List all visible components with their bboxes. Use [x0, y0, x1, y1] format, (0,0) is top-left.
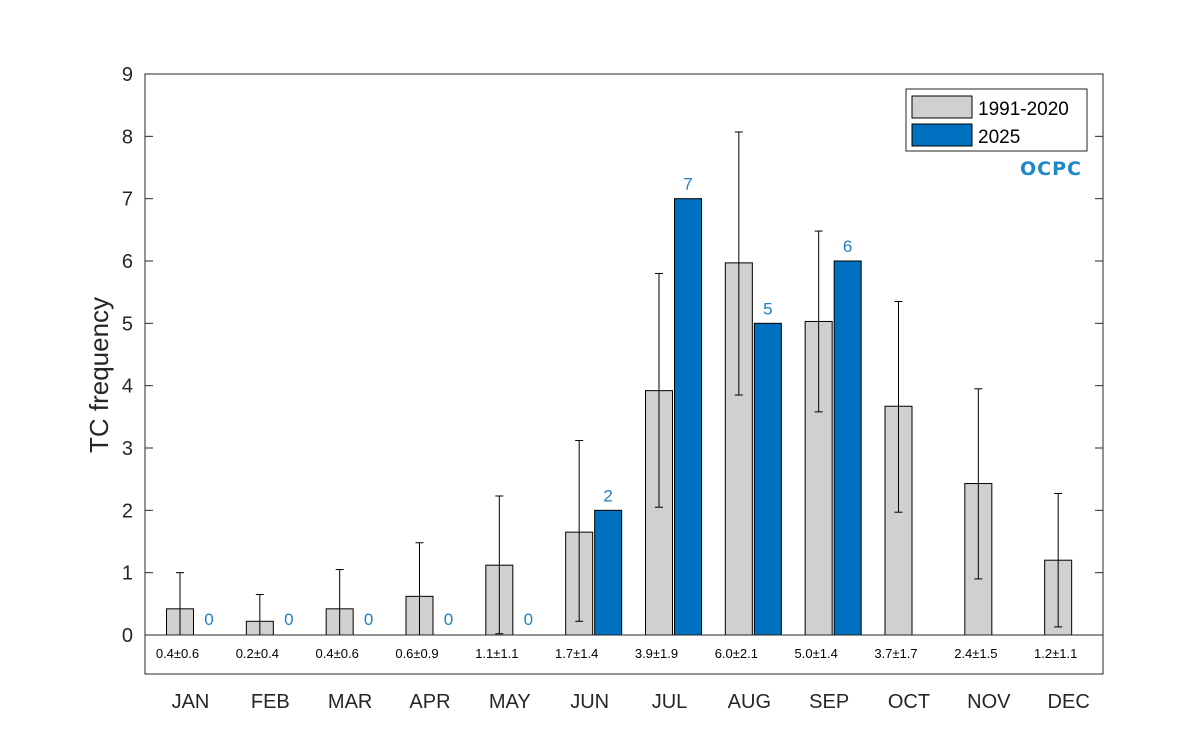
y-tick-label: 5 — [122, 313, 133, 335]
value-label-2025: 0 — [364, 610, 373, 629]
climatology-stat-label: 1.1±1.1 — [475, 646, 518, 661]
value-label-2025: 0 — [284, 610, 293, 629]
y-tick-label: 8 — [122, 126, 133, 148]
x-tick-label: FEB — [251, 691, 290, 713]
x-tick-label: JUL — [652, 691, 688, 713]
y-tick-label: 6 — [122, 251, 133, 273]
climatology-stat-label: 0.6±0.9 — [395, 646, 438, 661]
ocpc-logo: OCPC — [1020, 158, 1082, 180]
value-label-2025: 0 — [444, 610, 453, 629]
y-tick-label: 4 — [122, 376, 133, 398]
y-tick-label: 1 — [122, 563, 133, 585]
y-tick-label: 2 — [122, 500, 133, 522]
y-axis-label: TC frequency — [84, 297, 114, 453]
climatology-stat-label: 3.7±1.7 — [874, 646, 917, 661]
value-label-2025: 6 — [843, 237, 852, 256]
legend-label-2025: 2025 — [978, 127, 1020, 148]
climatology-stat-label: 5.0±1.4 — [795, 646, 838, 661]
bar-2025 — [833, 260, 862, 636]
x-tick-label: DEC — [1048, 691, 1090, 713]
x-tick-label: NOV — [967, 691, 1011, 713]
climatology-stat-label: 0.2±0.4 — [236, 646, 279, 661]
bar-2025 — [753, 322, 782, 636]
value-label-2025: 2 — [603, 486, 612, 505]
x-tick-label: AUG — [728, 691, 771, 713]
value-label-2025: 0 — [204, 610, 213, 629]
climatology-stat-label: 2.4±1.5 — [954, 646, 997, 661]
x-tick-label: JUN — [570, 691, 609, 713]
y-tick-label: 3 — [122, 438, 133, 460]
plot-frame — [144, 73, 1104, 675]
climatology-stat-label: 0.4±0.6 — [316, 646, 359, 661]
climatology-stat-label: 1.2±1.1 — [1034, 646, 1077, 661]
value-label-2025: 5 — [763, 299, 772, 318]
climatology-stat-label: 1.7±1.4 — [555, 646, 598, 661]
x-tick-label: APR — [409, 691, 450, 713]
y-tick-label: 9 — [122, 64, 133, 86]
legend-label-1991-2020: 1991-2020 — [978, 99, 1069, 120]
value-label-2025: 0 — [524, 610, 533, 629]
value-label-2025: 7 — [683, 175, 692, 194]
bar-2025 — [673, 198, 702, 636]
y-tick-label: 0 — [122, 625, 133, 647]
x-tick-label: JAN — [172, 691, 210, 713]
climatology-stat-label: 3.9±1.9 — [635, 646, 678, 661]
legend-swatch-1991-2020 — [911, 95, 973, 119]
y-tick-label: 7 — [122, 189, 133, 211]
x-tick-label: MAY — [489, 691, 531, 713]
legend-swatch-2025 — [911, 123, 973, 147]
x-tick-label: MAR — [328, 691, 372, 713]
climatology-stat-label: 6.0±2.1 — [715, 646, 758, 661]
x-tick-label: SEP — [809, 691, 849, 713]
bar-2025 — [594, 509, 623, 636]
climatology-stat-label: 0.4±0.6 — [156, 646, 199, 661]
x-tick-label: OCT — [888, 691, 930, 713]
legend: 1991-2020 2025 — [905, 88, 1088, 152]
